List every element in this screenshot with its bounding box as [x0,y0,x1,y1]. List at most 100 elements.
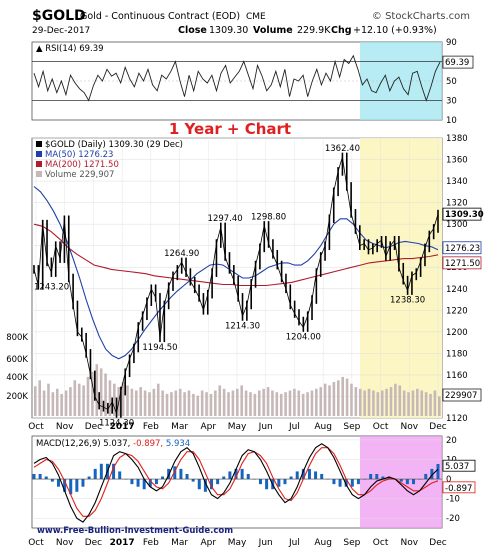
macd-histogram-bar [222,476,226,480]
volume-bar [209,393,213,416]
volume-bar [34,386,37,416]
volume-bar [95,364,99,416]
price-x-label: Sep [343,422,360,432]
macd-x-label: Dec [85,538,102,548]
macd-histogram-bar [381,476,385,480]
price-tick-label: 1320 [446,199,468,209]
rsi-line [33,54,441,102]
volume-bar [297,390,301,416]
price-annotation: 1214.30 [225,321,260,331]
volume-bar [279,393,283,416]
volume-bar [218,385,222,416]
price-highlight [360,138,442,418]
price-x-label: May [228,422,247,432]
macd-histogram-bar [161,476,165,480]
price-panel: 1380136013401320130012801260124012201200… [6,134,484,432]
volume-bar [174,390,178,416]
price-annotation: 1243.20 [34,282,69,292]
volume-bar [257,390,261,416]
volume-bar [104,373,107,416]
price-tick-label: 1160 [446,371,468,381]
macd-x-label: May [228,538,247,548]
macd-histogram-bar [301,468,305,480]
volume-bar [60,393,63,416]
macd-histogram-bar [112,463,116,480]
macd-histogram-bar [424,473,428,480]
volume-bar [332,382,336,416]
close-label: Close [178,25,207,36]
macd-histogram-bar [246,473,250,480]
macd-histogram-bar [277,479,281,487]
macd-x-label: Jul [288,538,300,548]
macd-tick-label: 20 [446,436,457,446]
price-tag [442,241,482,255]
ma200-line [33,223,439,287]
macd-histogram-bar [148,479,152,487]
macd-x-label: Nov [56,538,74,548]
macd-x-label: Dec [429,538,446,548]
volume-bar [130,388,134,416]
price-tag-text: 1309.30 [445,210,484,220]
volume-bar [47,383,50,416]
volume-bar [161,390,164,416]
volume-bar [354,387,358,416]
volume-bar [113,383,116,416]
macd-histogram-bar [289,476,293,480]
volume-bar [398,385,402,416]
macd-histogram-bar [118,471,122,480]
volume-bar [284,392,287,416]
price-annotation: 1124.30 [99,418,134,428]
volume-bar [148,392,151,416]
macd-line [33,443,439,523]
macd-label-part: -0.897, [133,439,166,449]
rsi-tick-label: 10 [446,116,457,126]
volume-bar [402,390,406,416]
price-tick-label: 1200 [446,328,468,338]
chart-source: © StockCharts.com [372,11,470,22]
macd-histogram-bar [405,479,409,485]
volume-bar [200,390,204,416]
volume-bar [178,388,182,416]
rsi-tick-label: 90 [446,38,457,48]
volume-bar [429,393,432,416]
volume-bar [99,368,103,416]
volume-bar [420,390,424,416]
macd-histogram-bar [69,479,73,495]
volume-bar [77,383,81,416]
price-x-label: Oct [373,422,389,432]
volume-bar [306,392,309,416]
volume-bar [407,392,410,416]
volume-bar [82,385,85,416]
macd-histogram-bar [356,479,360,485]
macd-histogram-bar [130,479,134,485]
price-tag [442,256,482,270]
volume-bar [86,376,90,416]
volume-bar [222,388,226,416]
macd-histogram-bar [320,473,324,480]
macd-histogram-bar [369,473,373,480]
volume-bar [319,387,323,416]
volume-bar [143,390,147,416]
volume-bar [411,390,415,416]
price-annotation: 1194.50 [142,343,177,353]
volume-bar [372,390,375,416]
volume-bar [438,396,441,416]
macd-label: MACD(12,26,9) 5.037, -0.897, 5.934 [36,439,190,449]
macd-histogram-bar [99,463,103,480]
macd-histogram-bar [399,479,403,482]
macd-histogram-bar [50,479,54,482]
legend-label: $GOLD (Daily) 1309.30 (29 Dec) [45,140,183,150]
volume-bar [51,392,55,416]
macd-x-label: Jun [258,538,273,548]
ma50-line [33,186,439,360]
volume-bar [165,393,169,416]
legend-label: MA(200) 1271.50 [45,160,119,170]
chart-description: Gold - Continuous Contract (EOD) [80,11,240,22]
price-x-label: Apr [200,422,216,432]
volume-bar [288,390,292,416]
volume-tick-label: 600K [6,355,28,365]
volume-bar [231,390,235,416]
volume-bar [196,395,200,416]
volume-bar [253,393,257,416]
macd-x-label: Apr [200,538,216,548]
